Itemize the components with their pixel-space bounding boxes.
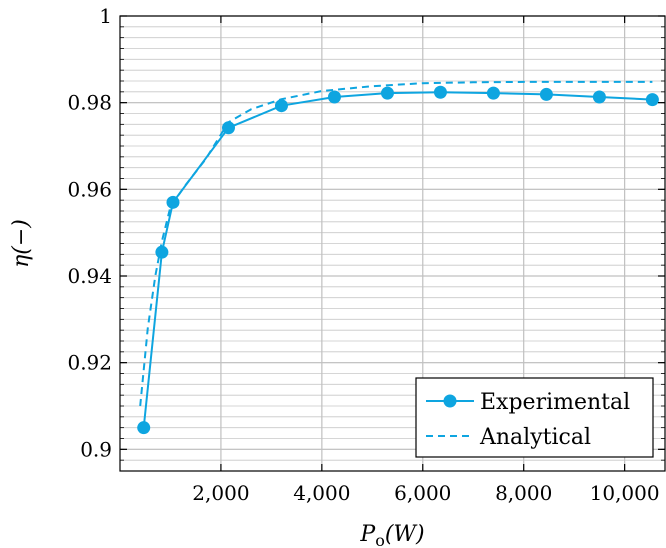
legend: Experimental Analytical: [415, 377, 654, 458]
legend-box: [415, 377, 654, 458]
series-area: [137, 80, 659, 435]
y-tick-label: 0.98: [67, 91, 112, 115]
data-point-experimental: [645, 93, 659, 107]
x-tick-label: 8,000: [495, 481, 552, 505]
legend-label-analytical: Analytical: [479, 425, 591, 450]
x-tick-label: 10,000: [590, 481, 660, 505]
grid: [120, 15, 665, 472]
data-point-experimental: [486, 86, 500, 100]
y-tick-label: 1: [99, 4, 112, 28]
data-point-experimental: [274, 99, 288, 113]
y-tick-label: 0.9: [80, 437, 112, 461]
data-point-experimental: [539, 87, 553, 101]
x-tick-label: 4,000: [293, 481, 350, 505]
data-point-experimental: [221, 121, 235, 135]
y-tick-label: 0.92: [67, 351, 112, 375]
y-tick-label: 0.96: [67, 177, 112, 201]
y-tick-label: 0.94: [67, 264, 112, 288]
data-point-experimental: [433, 85, 447, 99]
series-line-analytical: [139, 80, 653, 407]
data-point-experimental: [380, 86, 394, 100]
data-point-experimental: [155, 245, 169, 259]
x-tick-label: 6,000: [394, 481, 451, 505]
y-axis-title: η(−): [9, 219, 34, 268]
data-point-experimental: [327, 90, 341, 104]
legend-label-experimental: Experimental: [480, 390, 630, 415]
series-line-experimental: [142, 91, 653, 428]
axis-ticks: 0.9 0.92 0.94 0.96 0.98 1 2,000 4,000 6,000 8,000…: [67, 4, 665, 505]
data-point-experimental: [592, 90, 606, 104]
x-tick-label: 2,000: [192, 481, 249, 505]
x-axis-title: Po(W): [359, 522, 424, 548]
legend-marker: [443, 394, 457, 408]
data-point-experimental: [137, 421, 151, 435]
